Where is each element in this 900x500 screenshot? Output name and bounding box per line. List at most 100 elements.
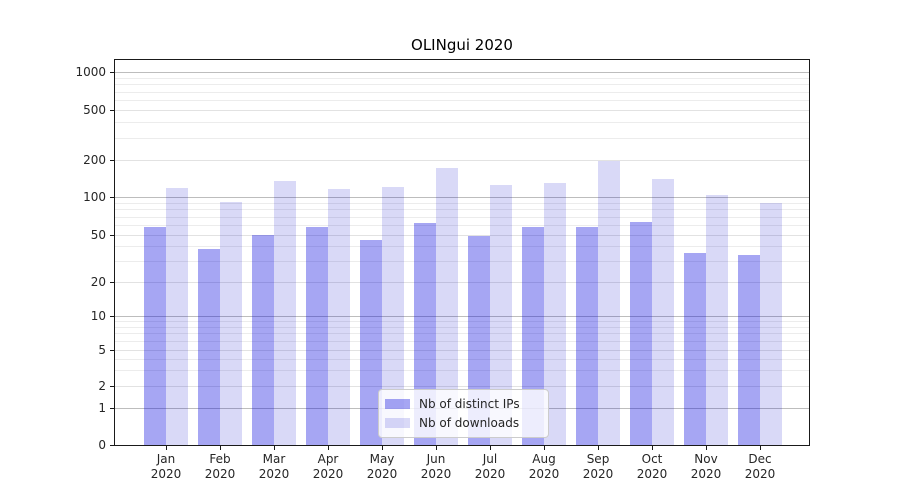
y-tick-label: 10: [90, 309, 106, 323]
chart-title: OLINgui 2020: [411, 36, 513, 54]
bar-distinct-ips-nov: [684, 253, 706, 445]
bar-downloads-dec: [760, 202, 782, 445]
x-tick-label: Oct 2020: [636, 452, 668, 481]
bar-downloads-nov: [706, 194, 728, 445]
x-tick-mark: [706, 446, 707, 450]
legend: Nb of distinct IPs Nb of downloads: [378, 389, 549, 438]
y-tick-mark: [110, 72, 114, 73]
gridline-minor: [115, 246, 809, 247]
x-tick-label: Jun 2020: [420, 452, 452, 481]
gridline-sub: [115, 350, 809, 351]
gridline-minor: [115, 370, 809, 371]
x-tick-mark: [274, 446, 275, 450]
bar-downloads-apr: [328, 189, 350, 445]
y-tick-label: 1000: [75, 65, 106, 79]
bar-downloads-aug: [544, 183, 566, 445]
legend-swatch-icon: [385, 399, 410, 409]
legend-label: Nb of distinct IPs: [419, 397, 520, 411]
gridline-minor: [115, 333, 809, 334]
y-tick-label: 0: [98, 438, 106, 452]
gridline-minor: [115, 84, 809, 85]
gridline-sub: [115, 160, 809, 161]
legend-swatch-icon: [385, 418, 410, 428]
y-tick-mark: [110, 350, 114, 351]
x-tick-label: Jul 2020: [474, 452, 506, 481]
y-tick-mark: [110, 408, 114, 409]
x-tick-label: Jan 2020: [150, 452, 182, 481]
x-tick-mark: [220, 446, 221, 450]
x-tick-label: Aug 2020: [528, 452, 560, 481]
y-tick-label: 500: [83, 103, 106, 117]
bar-downloads-jun: [436, 168, 458, 445]
y-tick-label: 50: [90, 228, 106, 242]
bar-distinct-ips-feb: [198, 249, 220, 445]
y-tick-label: 100: [83, 190, 106, 204]
gridline-major: [115, 197, 809, 198]
x-tick-mark: [544, 446, 545, 450]
bar-downloads-jul: [490, 185, 512, 445]
gridline-sub: [115, 282, 809, 283]
bar-downloads-sep: [598, 161, 620, 445]
y-tick-mark: [110, 445, 114, 446]
bar-downloads-feb: [220, 202, 242, 445]
y-tick-mark: [110, 386, 114, 387]
y-tick-label: 2: [98, 379, 106, 393]
y-tick-label: 200: [83, 153, 106, 167]
x-tick-label: Apr 2020: [312, 452, 344, 481]
legend-row: Nb of downloads: [385, 414, 538, 432]
y-tick-mark: [110, 235, 114, 236]
bar-distinct-ips-apr: [306, 226, 328, 445]
gridline-minor: [115, 261, 809, 262]
gridline-minor: [115, 341, 809, 342]
bar-distinct-ips-may: [360, 240, 382, 445]
gridline-minor: [115, 203, 809, 204]
y-tick-mark: [110, 110, 114, 111]
x-tick-label: Nov 2020: [690, 452, 722, 481]
gridline-minor: [115, 209, 809, 210]
gridline-minor: [115, 78, 809, 79]
gridline-minor: [115, 100, 809, 101]
x-tick-mark: [598, 446, 599, 450]
x-tick-label: Mar 2020: [258, 452, 290, 481]
x-tick-mark: [328, 446, 329, 450]
bar-downloads-mar: [274, 181, 296, 445]
gridline-sub: [115, 386, 809, 387]
y-tick-mark: [110, 282, 114, 283]
gridline-minor: [115, 321, 809, 322]
bar-distinct-ips-sep: [576, 226, 598, 445]
bar-distinct-ips-dec: [738, 254, 760, 445]
gridline-minor: [115, 122, 809, 123]
gridline-major: [115, 72, 809, 73]
y-tick-mark: [110, 316, 114, 317]
gridline-sub: [115, 235, 809, 236]
bar-distinct-ips-jan: [144, 226, 166, 445]
bar-downloads-may: [382, 187, 404, 445]
bar-downloads-oct: [652, 179, 674, 445]
y-tick-mark: [110, 197, 114, 198]
y-tick-label: 20: [90, 275, 106, 289]
x-tick-label: Feb 2020: [204, 452, 236, 481]
gridline-minor: [115, 92, 809, 93]
x-tick-label: Dec 2020: [744, 452, 776, 481]
x-tick-mark: [760, 446, 761, 450]
legend-row: Nb of distinct IPs: [385, 395, 538, 413]
x-tick-mark: [490, 446, 491, 450]
gridline-minor: [115, 138, 809, 139]
gridline-minor: [115, 217, 809, 218]
gridline-major: [115, 316, 809, 317]
bar-distinct-ips-oct: [630, 222, 652, 445]
bar-downloads-jan: [166, 188, 188, 445]
x-tick-mark: [166, 446, 167, 450]
x-tick-mark: [382, 446, 383, 450]
bar-distinct-ips-mar: [252, 235, 274, 445]
y-tick-label: 5: [98, 343, 106, 357]
gridline-sub: [115, 110, 809, 111]
gridline-minor: [115, 359, 809, 360]
legend-label: Nb of downloads: [419, 416, 520, 430]
gridline-minor: [115, 327, 809, 328]
x-tick-mark: [436, 446, 437, 450]
x-tick-mark: [652, 446, 653, 450]
y-tick-mark: [110, 160, 114, 161]
x-tick-label: Sep 2020: [582, 452, 614, 481]
